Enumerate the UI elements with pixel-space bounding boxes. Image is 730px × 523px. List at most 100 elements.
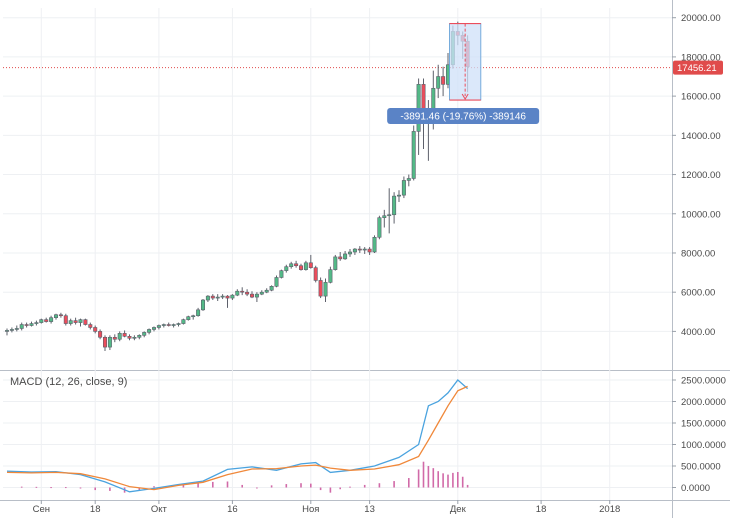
measure-tool[interactable]: -3891.46 (-19.76%) -389146	[387, 22, 540, 125]
candle[interactable]	[78, 318, 83, 327]
candle[interactable]	[441, 66, 446, 97]
candle-body-up	[205, 295, 210, 301]
candle[interactable]	[63, 313, 68, 326]
candle[interactable]	[201, 299, 206, 311]
candle[interactable]	[122, 330, 127, 338]
candle[interactable]	[171, 323, 176, 328]
candle[interactable]	[298, 263, 303, 271]
candle[interactable]	[9, 327, 14, 333]
price-tick-label: 20000.00	[681, 13, 721, 24]
candle[interactable]	[352, 248, 357, 255]
candle[interactable]	[264, 288, 269, 294]
candle[interactable]	[303, 260, 308, 271]
candle[interactable]	[289, 261, 294, 269]
candle[interactable]	[250, 291, 255, 299]
candle[interactable]	[259, 290, 264, 296]
candle[interactable]	[362, 247, 367, 254]
candle[interactable]	[279, 269, 284, 279]
candle[interactable]	[181, 318, 186, 325]
candle[interactable]	[377, 215, 382, 240]
candle[interactable]	[347, 249, 352, 257]
candle-body-up	[117, 333, 122, 340]
candle[interactable]	[328, 266, 333, 284]
candle[interactable]	[117, 331, 122, 342]
candle[interactable]	[274, 275, 279, 288]
candle[interactable]	[284, 264, 289, 273]
candle[interactable]	[152, 326, 157, 332]
candle[interactable]	[14, 325, 19, 332]
candle[interactable]	[367, 247, 372, 255]
candle[interactable]	[323, 278, 328, 302]
candle[interactable]	[357, 246, 362, 253]
candle[interactable]	[313, 265, 318, 283]
candle[interactable]	[103, 335, 108, 352]
candle[interactable]	[338, 251, 343, 261]
candle[interactable]	[93, 325, 98, 334]
candle[interactable]	[220, 294, 225, 300]
candle[interactable]	[196, 307, 201, 317]
candle[interactable]	[5, 328, 10, 336]
candle[interactable]	[396, 190, 401, 202]
candle[interactable]	[73, 317, 78, 325]
candle[interactable]	[245, 289, 250, 297]
candle[interactable]	[49, 315, 54, 324]
candle[interactable]	[186, 315, 191, 321]
candle[interactable]	[161, 323, 166, 328]
candle[interactable]	[137, 334, 142, 340]
macd-layer[interactable]	[6, 379, 469, 493]
candle[interactable]	[215, 294, 220, 302]
candle[interactable]	[24, 322, 29, 328]
candle[interactable]	[68, 318, 73, 326]
candle-body-down	[298, 265, 303, 270]
candle[interactable]	[392, 192, 397, 224]
candle[interactable]	[156, 324, 161, 330]
candle[interactable]	[127, 334, 132, 341]
candle[interactable]	[29, 321, 34, 327]
candle[interactable]	[39, 318, 44, 324]
candle[interactable]	[83, 318, 88, 326]
candle[interactable]	[333, 254, 338, 271]
candle[interactable]	[254, 292, 259, 302]
candle[interactable]	[210, 294, 215, 301]
candle[interactable]	[205, 295, 210, 302]
candle[interactable]	[132, 335, 137, 341]
candle[interactable]	[44, 317, 49, 323]
candle[interactable]	[235, 289, 240, 297]
candle[interactable]	[318, 277, 323, 299]
candle[interactable]	[240, 287, 245, 296]
candle[interactable]	[88, 322, 93, 330]
candle[interactable]	[387, 188, 392, 234]
candle[interactable]	[406, 174, 411, 187]
candle[interactable]	[166, 322, 171, 327]
candle-body-down	[63, 315, 68, 324]
time-tick-label: 18	[536, 504, 547, 515]
candle[interactable]	[230, 294, 235, 301]
candle[interactable]	[142, 331, 147, 338]
candle-body-up	[333, 256, 338, 270]
candle[interactable]	[411, 125, 416, 181]
candle-body-down	[367, 248, 372, 253]
candle-body-up	[352, 248, 357, 253]
candle[interactable]	[53, 313, 58, 320]
candle[interactable]	[308, 254, 313, 269]
candle[interactable]	[34, 320, 39, 326]
candle[interactable]	[294, 260, 299, 268]
candle[interactable]	[382, 209, 387, 228]
candle[interactable]	[58, 312, 63, 318]
candle[interactable]	[225, 295, 230, 308]
candle[interactable]	[107, 335, 112, 351]
candle[interactable]	[191, 314, 196, 320]
candle[interactable]	[372, 235, 377, 253]
candle[interactable]	[343, 251, 348, 260]
candle-body-up	[392, 195, 397, 216]
candle[interactable]	[19, 322, 24, 331]
candle[interactable]	[436, 64, 441, 99]
axis-layer[interactable]: 20000.00 18000.00 16000.00 14000.00 12000.00…	[33, 13, 726, 515]
candle[interactable]	[98, 329, 103, 340]
candle[interactable]	[401, 176, 406, 199]
candle[interactable]	[147, 328, 152, 335]
candle[interactable]	[112, 334, 117, 343]
signal-line[interactable]	[6, 385, 468, 491]
candle[interactable]	[269, 285, 274, 292]
candle[interactable]	[176, 322, 181, 327]
